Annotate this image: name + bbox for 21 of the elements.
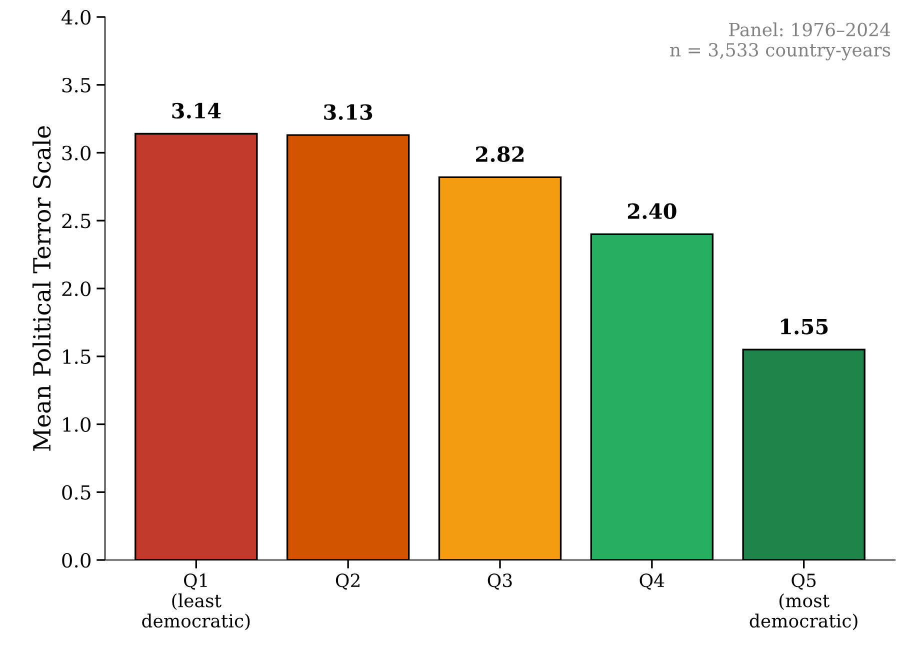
- y-tick-label: 4.0: [61, 10, 91, 25]
- y-tick-label: 3.5: [62, 78, 90, 93]
- annotation: Panel: 1976–2024 n = 3,533 country-years: [670, 22, 890, 60]
- y-tick-label: 1.5: [63, 349, 90, 364]
- x-tick-label: Q2: [336, 574, 360, 590]
- y-axis-title: Mean Political Terror Scale: [32, 126, 51, 451]
- data-label: 1.55: [781, 318, 828, 334]
- y-tick-label: 0.0: [62, 552, 91, 568]
- x-tick-label: Q5 (most democratic): [750, 574, 858, 630]
- y-tick-label: 3.0: [62, 146, 91, 160]
- y-tick-label: 2.0: [62, 281, 91, 296]
- x-tick-label: Q1 (least democratic): [142, 574, 250, 630]
- x-tick-label: Q4: [640, 574, 664, 590]
- data-label: 2.82: [476, 146, 524, 162]
- data-label: 3.14: [172, 102, 221, 119]
- y-tick-label: 0.5: [62, 485, 90, 500]
- x-tick-label: Q3: [488, 574, 512, 590]
- y-tick-label: 2.5: [62, 214, 90, 228]
- y-tick-label: 1.0: [63, 417, 91, 432]
- data-label: 3.13: [324, 104, 372, 120]
- data-label: 2.40: [628, 203, 676, 220]
